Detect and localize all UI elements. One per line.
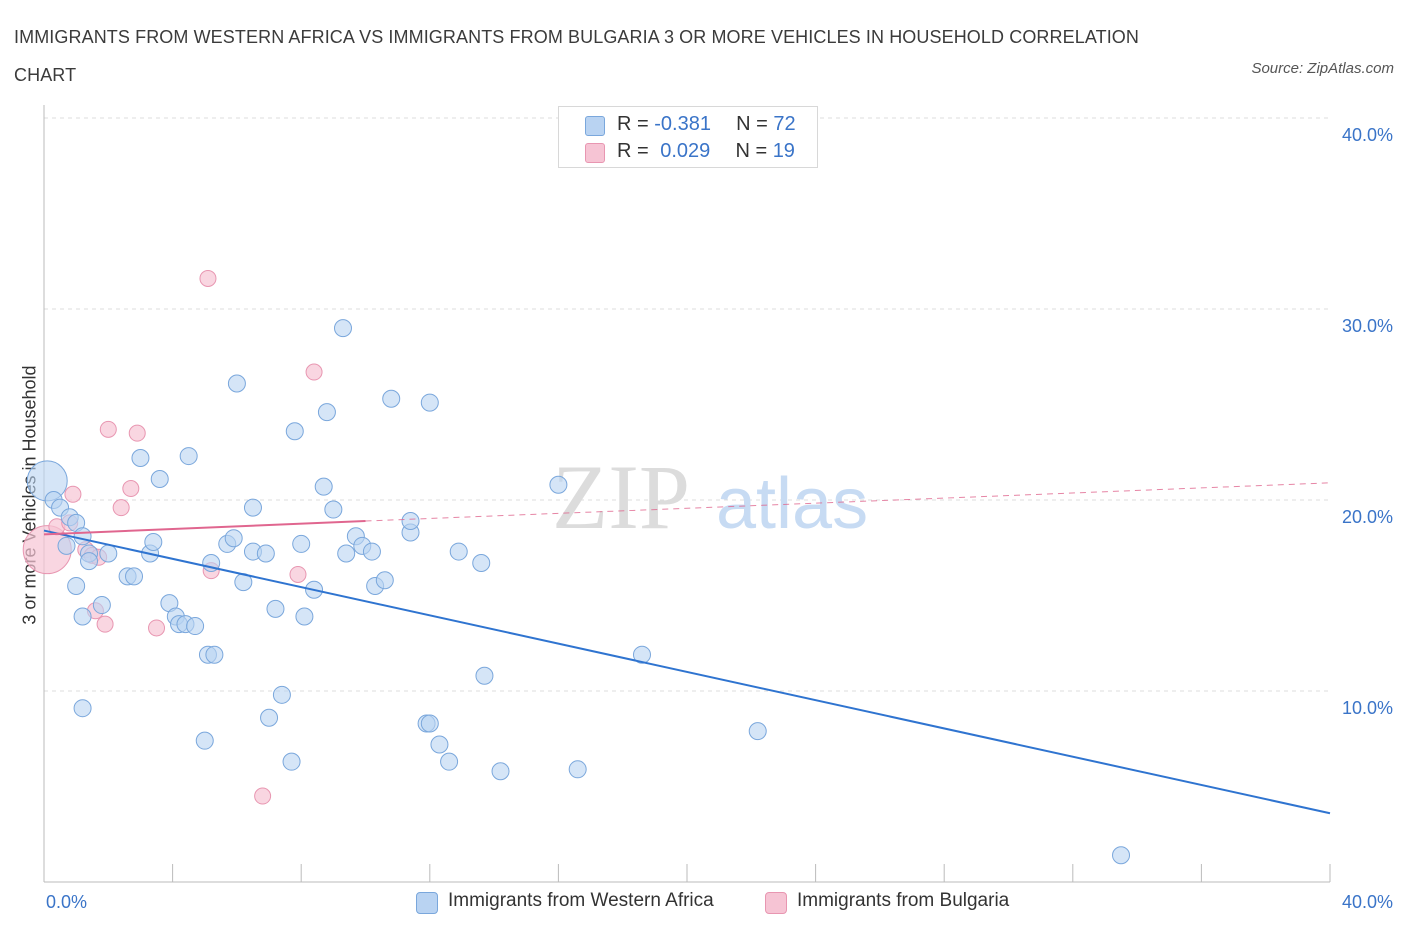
legend-label-bulgaria: Immigrants from Bulgaria [797, 890, 1010, 911]
bulgaria-point [254, 787, 272, 805]
legend-r-value: 0.029 [660, 140, 711, 162]
western-africa-point [748, 722, 767, 741]
bulgaria-point [99, 420, 117, 438]
western-africa-points [26, 319, 1131, 865]
western-africa-point [92, 596, 111, 615]
western-africa-point [179, 447, 198, 466]
western-africa-point [292, 534, 311, 553]
western-africa-point [150, 469, 169, 488]
western-africa-point [57, 536, 76, 555]
legend-n-value: 72 [773, 113, 796, 135]
bulgaria-point [305, 363, 323, 381]
legend-r-value: -0.381 [654, 113, 711, 135]
bulgaria-point [199, 269, 217, 287]
western-africa-point [472, 554, 491, 573]
western-africa-point [568, 760, 587, 779]
bulgaria-point [148, 619, 166, 637]
bulgaria-trend-line [43, 520, 366, 536]
trend-lines [43, 482, 1331, 815]
western-africa-point [285, 422, 304, 441]
gridlines [44, 117, 1330, 692]
western-africa-point [266, 599, 285, 618]
bulgaria-point [112, 499, 130, 517]
y-tick-label: 40.0% [1342, 125, 1393, 145]
western-africa-point [549, 475, 568, 494]
western-africa-point [73, 607, 92, 626]
bulgaria-point [128, 424, 146, 442]
western-africa-point [282, 752, 301, 771]
legend-r-label: R = [617, 113, 655, 135]
western-africa-point [99, 544, 118, 563]
western-africa-point [272, 685, 291, 704]
legend-n-label: N = [735, 140, 773, 162]
chart-title: IMMIGRANTS FROM WESTERN AFRICA VS IMMIGR… [14, 27, 1139, 85]
x-tick-label: 0.0% [46, 892, 87, 912]
western-africa-point [314, 477, 333, 496]
legend-n-value: 19 [772, 140, 795, 162]
western-africa-point [440, 752, 459, 771]
y-tick-label: 30.0% [1342, 316, 1393, 336]
legend-swatch-blue [416, 892, 438, 914]
western-africa-point [67, 576, 86, 595]
bulgaria-point [122, 480, 140, 498]
western-africa-point [475, 666, 494, 685]
western-africa-point [420, 393, 439, 412]
western-africa-point [632, 645, 651, 664]
western-africa-point [260, 708, 279, 727]
western-africa-point [401, 512, 420, 531]
western-africa-point [205, 645, 224, 664]
western-africa-point [144, 533, 163, 552]
western-africa-point [125, 567, 144, 586]
bulgaria-point [96, 615, 114, 633]
tick-labels: 10.0% 20.0% 30.0% 40.0% 0.0% 40.0% [46, 125, 1393, 912]
western-africa-point [333, 319, 352, 338]
western-africa-point [243, 498, 262, 517]
western-africa-point [195, 731, 214, 750]
western-africa-point [73, 527, 92, 546]
bulgaria-trend-extension [365, 482, 1331, 522]
watermark-atlas: atlas [716, 464, 868, 544]
watermark-zip: ZIP [552, 446, 690, 548]
western-africa-point [186, 617, 205, 636]
western-africa-point [382, 389, 401, 408]
western-africa-point [449, 542, 468, 561]
legend-label-western-africa: Immigrants from Western Africa [448, 890, 714, 911]
western-africa-point [491, 762, 510, 781]
legend-swatch-blue [585, 116, 605, 136]
western-africa-point [256, 544, 275, 563]
western-africa-point [324, 500, 343, 519]
western-africa-point [362, 542, 381, 561]
watermark: ZIP atlas [552, 446, 868, 548]
western-africa-point [227, 374, 246, 393]
bulgaria-point [64, 485, 82, 503]
legend-swatch-pink [585, 143, 605, 163]
western-africa-point [375, 571, 394, 590]
western-africa-point [295, 607, 314, 626]
western-africa-point [131, 448, 150, 467]
western-africa-point [317, 403, 336, 422]
western-africa-point [420, 714, 439, 733]
western-africa-point [80, 552, 99, 571]
legend-n-label: N = [736, 113, 774, 135]
y-tick-label: 20.0% [1342, 507, 1393, 527]
correlation-legend: R = -0.381 N = 72 R = 0.029 N = 19 [558, 106, 818, 168]
western-africa-trend-line [43, 529, 1331, 815]
legend-r-label: R = [617, 140, 655, 162]
legend-swatch-pink [765, 892, 787, 914]
source-label: Source: ZipAtlas.com [1251, 60, 1394, 77]
western-africa-point [73, 699, 92, 718]
y-tick-label: 10.0% [1342, 698, 1393, 718]
western-africa-point [224, 529, 243, 548]
x-tick-label: 40.0% [1342, 892, 1393, 912]
bulgaria-point [289, 565, 307, 583]
western-africa-point [337, 544, 356, 563]
western-africa-point [1112, 846, 1131, 865]
western-africa-point [430, 735, 449, 754]
